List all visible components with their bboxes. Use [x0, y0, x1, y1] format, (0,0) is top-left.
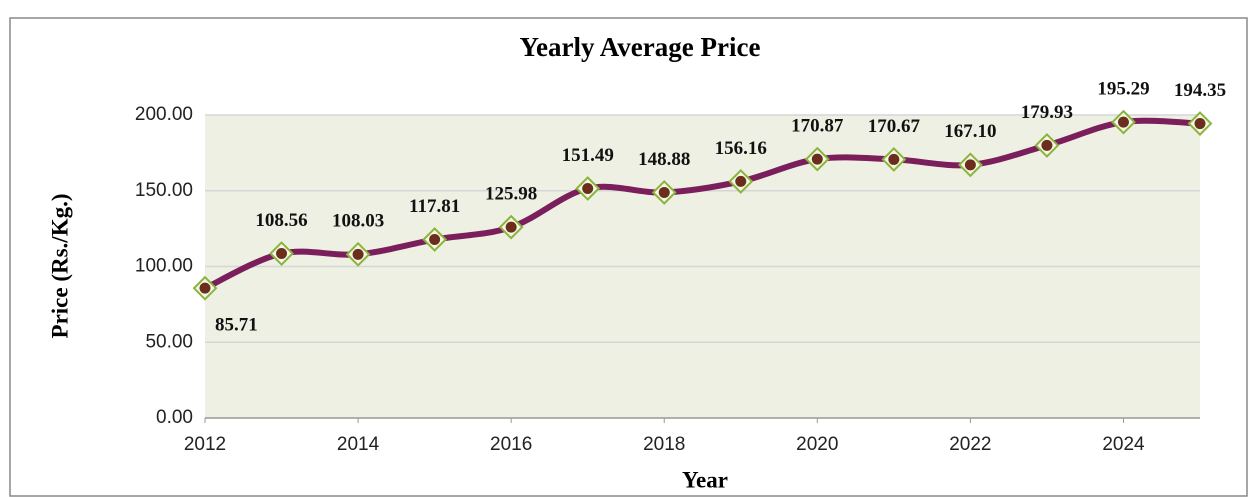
marker-center — [1041, 140, 1052, 151]
marker-center — [812, 154, 823, 165]
marker-center — [659, 187, 670, 198]
marker-center — [965, 159, 976, 170]
marker-center — [1118, 117, 1129, 128]
marker-center — [735, 176, 746, 187]
data-label: 108.56 — [255, 210, 307, 231]
marker-center — [429, 234, 440, 245]
data-label: 170.67 — [868, 116, 921, 137]
x-tick-label: 2016 — [490, 434, 532, 455]
y-tick-label: 150.00 — [135, 180, 193, 201]
data-label: 195.29 — [1097, 78, 1149, 99]
data-label: 125.98 — [485, 183, 537, 204]
x-tick-label: 2024 — [1102, 434, 1145, 455]
y-axis-label: Price (Rs./Kg.) — [47, 194, 72, 339]
y-tick-label: 0.00 — [156, 407, 193, 428]
marker-center — [582, 183, 593, 194]
x-tick-label: 2022 — [949, 434, 991, 455]
marker-center — [276, 248, 287, 259]
x-tick-label: 2014 — [337, 434, 380, 455]
marker-center — [353, 249, 364, 260]
data-label: 194.35 — [1174, 80, 1226, 101]
data-label: 156.16 — [715, 138, 767, 159]
data-label: 117.81 — [409, 196, 460, 217]
marker-center — [1195, 118, 1206, 129]
data-label: 148.88 — [638, 149, 690, 170]
data-label: 85.71 — [215, 315, 258, 336]
data-label: 170.87 — [791, 115, 844, 136]
data-label: 167.10 — [944, 121, 996, 142]
marker-center — [200, 283, 211, 294]
x-tick-label: 2018 — [643, 434, 685, 455]
x-tick-label: 2020 — [796, 434, 838, 455]
x-axis-label: Year — [682, 467, 728, 492]
y-tick-label: 100.00 — [135, 256, 193, 277]
marker-center — [506, 222, 517, 233]
y-tick-label: 200.00 — [135, 104, 193, 125]
y-tick-label: 50.00 — [145, 331, 193, 352]
chart: Yearly Average Price Year Price (Rs./Kg.… — [0, 0, 1258, 497]
x-tick-label: 2012 — [184, 434, 226, 455]
data-label: 151.49 — [562, 145, 614, 166]
data-label: 108.03 — [332, 211, 384, 232]
chart-title: Yearly Average Price — [520, 32, 761, 62]
marker-center — [888, 154, 899, 165]
data-label: 179.93 — [1021, 102, 1073, 123]
